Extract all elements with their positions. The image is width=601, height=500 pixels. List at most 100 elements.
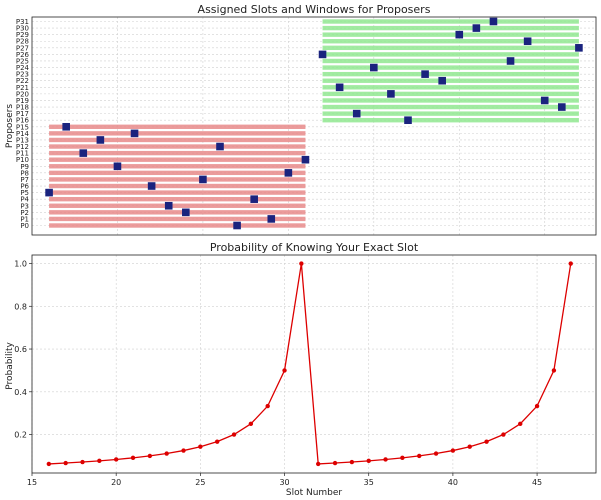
- window-bar-P2: [49, 210, 306, 215]
- slot-marker-P0: [233, 221, 241, 230]
- probability-point: [501, 432, 506, 437]
- probability-point: [63, 460, 68, 466]
- window-bar-P11: [49, 150, 306, 156]
- proposer-tick-label: P0: [20, 222, 29, 230]
- window-bar-P0: [49, 223, 306, 228]
- window-bar-P12: [49, 144, 306, 149]
- probability-point: [181, 448, 186, 453]
- slot-marker-P18: [558, 103, 566, 111]
- slot-marker-P30: [472, 24, 481, 32]
- window-bar-P29: [322, 32, 579, 37]
- probability-point: [400, 455, 405, 461]
- proposer-tick-label: P19: [16, 97, 29, 105]
- proposer-tick-label: P7: [20, 176, 29, 184]
- proposer-tick-label: P27: [16, 44, 29, 52]
- slot-marker-P15: [62, 122, 70, 131]
- top-chart-ylabel: Proposers: [5, 104, 15, 148]
- probability-point: [282, 368, 287, 373]
- x-tick-label: 45: [532, 478, 542, 487]
- proposer-tick-label: P11: [16, 150, 29, 158]
- probability-series-points: [46, 261, 573, 467]
- proposer-tick-label: P3: [20, 202, 29, 210]
- proposer-tick-label: P9: [20, 163, 29, 171]
- probability-point: [299, 261, 304, 266]
- probability-point: [366, 458, 371, 464]
- proposer-tick-label: P6: [20, 183, 29, 191]
- probability-point: [484, 439, 489, 444]
- window-bar-P5: [49, 190, 306, 195]
- slot-marker-P13: [96, 136, 105, 144]
- probability-point: [97, 458, 102, 464]
- probability-point: [568, 261, 573, 266]
- proposer-tick-label: P21: [16, 84, 29, 92]
- window-bar-P14: [49, 131, 306, 136]
- window-bar-P30: [322, 25, 579, 31]
- probability-point: [332, 460, 338, 466]
- window-bar-P20: [322, 91, 579, 97]
- probability-point: [248, 421, 254, 427]
- assigned-slot-markers: [45, 17, 583, 230]
- window-bar-P13: [49, 137, 306, 143]
- top-chart-frame: [31, 16, 597, 236]
- window-bar-P4: [49, 196, 306, 202]
- slot-marker-P8: [284, 169, 293, 177]
- slot-marker-P3: [164, 201, 173, 210]
- proposer-tick-label: P4: [20, 196, 29, 204]
- probability-point: [433, 451, 439, 456]
- probability-point: [46, 461, 52, 467]
- slot-marker-P20: [387, 90, 395, 98]
- slot-marker-P10: [301, 155, 310, 164]
- x-tick-label: 30: [279, 478, 289, 487]
- slot-marker-P21: [335, 83, 344, 92]
- window-bar-P23: [322, 71, 579, 77]
- y-tick-label: 0.8: [14, 302, 27, 311]
- slot-marker-P31: [489, 17, 498, 26]
- proposer-tick-label: P29: [16, 31, 29, 39]
- window-bar-P16: [322, 118, 579, 123]
- window-bar-P19: [322, 98, 579, 103]
- slot-marker-P14: [130, 129, 139, 138]
- probability-point: [534, 403, 540, 409]
- proposer-tick-label: P5: [20, 189, 29, 197]
- window-bar-P26: [322, 52, 579, 57]
- x-tick-label: 35: [364, 478, 374, 487]
- bottom-chart-grid: [31, 255, 596, 473]
- window-bar-P7: [49, 177, 306, 182]
- window-bar-P25: [322, 58, 579, 64]
- window-bar-P6: [49, 183, 306, 189]
- y-tick-label: 0.6: [14, 345, 27, 354]
- window-bar-P24: [322, 65, 579, 70]
- proposer-tick-label: P26: [16, 51, 30, 59]
- y-tick-label: 1.0: [14, 260, 27, 269]
- slot-marker-P4: [250, 195, 258, 203]
- proposer-tick-label: P25: [16, 57, 29, 65]
- proposer-tick-labels: P0P1P2P3P4P5P6P7P8P9P10P11P12P13P14P15P1…: [16, 18, 30, 230]
- x-tick-label: 40: [448, 478, 458, 487]
- window-bar-P27: [322, 45, 579, 51]
- slot-marker-P7: [199, 175, 207, 184]
- probability-point: [518, 421, 523, 427]
- probability-point: [147, 453, 153, 459]
- slot-marker-P23: [421, 70, 429, 78]
- bottom-chart-frame: [31, 254, 597, 474]
- proposer-tick-label: P15: [16, 123, 29, 131]
- slot-marker-P29: [455, 30, 464, 39]
- slot-marker-P19: [540, 96, 549, 105]
- probability-point: [231, 432, 237, 437]
- slot-marker-P22: [438, 76, 446, 85]
- x-tick-label: 15: [27, 478, 37, 487]
- top-chart-title: Assigned Slots and Windows for Proposers: [198, 3, 431, 16]
- assigned-slots-chart: Assigned Slots and Windows for Proposers…: [5, 3, 597, 236]
- proposer-tick-label: P31: [16, 18, 29, 26]
- slot-marker-P11: [79, 149, 88, 157]
- proposer-tick-label: P22: [16, 77, 29, 85]
- slot-marker-P12: [216, 142, 224, 151]
- proposer-tick-label: P8: [20, 169, 29, 177]
- proposer-tick-label: P17: [16, 110, 29, 118]
- bottom-chart-title: Probability of Knowing Your Exact Slot: [210, 241, 419, 254]
- proposer-tick-label: P2: [20, 209, 29, 217]
- probability-point: [113, 457, 119, 462]
- window-bar-P8: [49, 170, 306, 176]
- window-bar-P10: [49, 157, 306, 162]
- probability-point: [349, 459, 355, 465]
